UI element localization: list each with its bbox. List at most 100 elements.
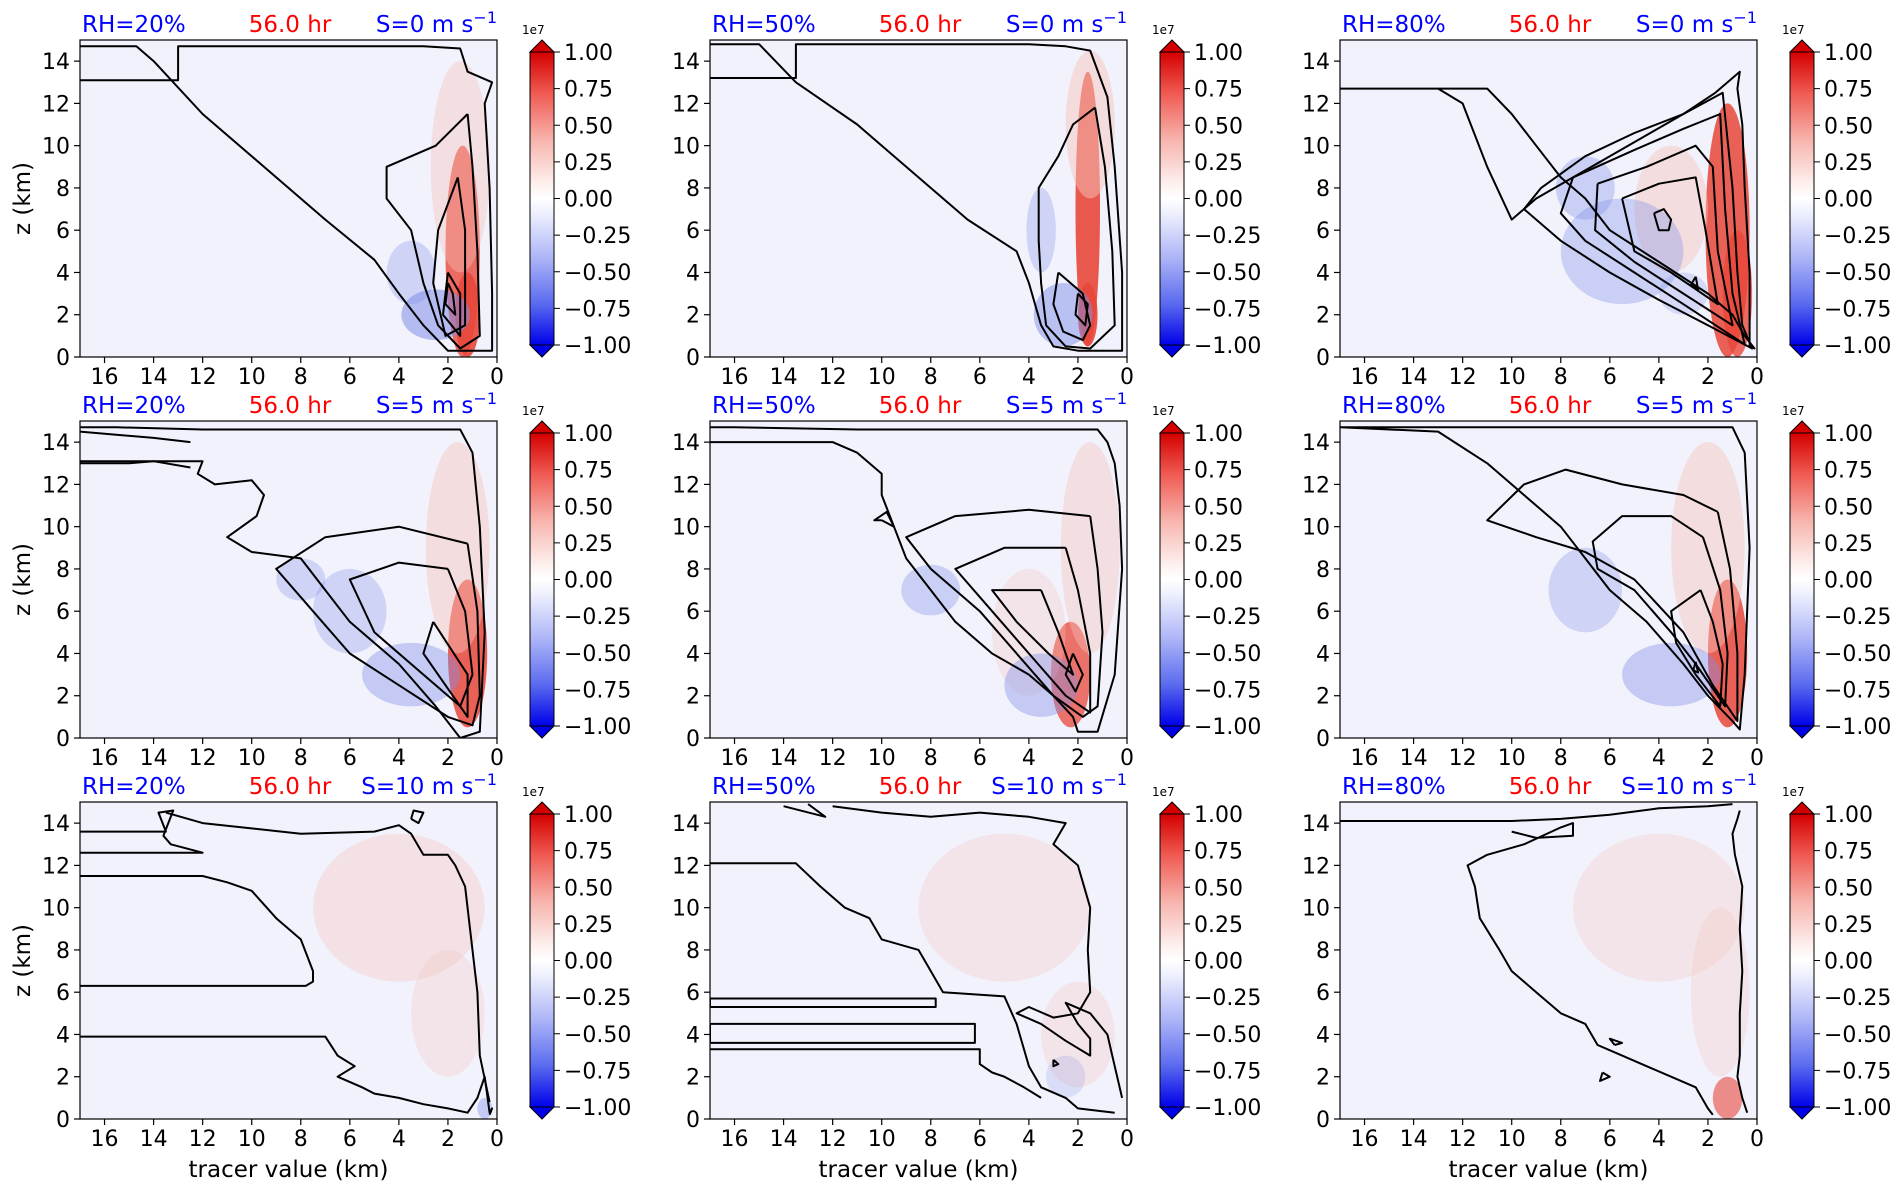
colorbar-tick-label: −0.50 (1824, 1023, 1891, 1048)
contour-layer (1340, 803, 1749, 1116)
colorbar: 1.00 0.75 0.50 0.25 0.00 −0.25 −0.50 −0.75 −1.00… (1152, 23, 1261, 359)
contour-line-1 (710, 997, 937, 1008)
rh-label: RH=20% (82, 774, 186, 800)
contour-layer (710, 803, 1124, 1114)
colorbar-exponent: 1e7 (1782, 404, 1805, 418)
colorbar-tick-label: −0.50 (564, 1023, 631, 1048)
panel-f: 16 14 12 10 8 6 4 2 0 0 2 4 6 8 10 12 14 RH=80% 56.0 hr S=5… (1302, 389, 1891, 771)
x-tick-label: 6 (973, 365, 987, 390)
x-tick-label: 8 (924, 1127, 938, 1152)
plot-background (80, 421, 497, 738)
y-tick-label: 14 (1302, 50, 1330, 75)
y-tick-label: 4 (1316, 1023, 1330, 1048)
contour-line-2 (710, 1022, 976, 1044)
contour-line-0 (710, 43, 1124, 352)
colorbar-exponent: 1e7 (522, 785, 545, 799)
contour-line-0 (710, 426, 1124, 733)
y-tick-label: 14 (1302, 431, 1330, 456)
y-tick-label: 8 (1316, 177, 1330, 202)
contour-line-4 (1621, 176, 1719, 306)
y-tick-label: 0 (1316, 727, 1330, 752)
shear-label-text: S=5 m s (1636, 393, 1734, 419)
time-label: 56.0 hr (879, 774, 962, 800)
y-tick-label: 10 (1302, 135, 1330, 160)
colorbar-tick-label: −0.25 (1194, 986, 1261, 1011)
contour-line-2 (905, 508, 1104, 718)
y-tick-label: 10 (42, 135, 70, 160)
colorbar-tick-label: −0.50 (564, 261, 631, 286)
panel-b: 16 14 12 10 8 6 4 2 0 0 2 4 6 8 10 12 14 RH=50% 56.0 hr S=0… (672, 8, 1261, 390)
colorbar-tick-label: −1.00 (1824, 1096, 1891, 1121)
shear-label-exponent: −1 (1103, 8, 1127, 27)
contour-layer (710, 43, 1124, 352)
panel-g: 16 14 12 10 8 6 4 2 0 0 2 4 6 8 10 12 14 z (km) tracer val… (10, 770, 631, 1183)
colorbar-tick-label: −0.25 (564, 224, 631, 249)
shading-layer (1573, 833, 1750, 1119)
shading-pink-2 (430, 61, 490, 273)
colorbar-extend-max (528, 39, 556, 53)
shear-label-exponent: −1 (1733, 8, 1757, 27)
contour-line-3 (275, 525, 481, 727)
colorbar-tick-label: 1.00 (564, 422, 613, 447)
x-tick-label: 10 (868, 746, 896, 771)
shear-label: S=5 m s−1 (376, 389, 497, 419)
colorbar-tick-label: 0.75 (1824, 459, 1873, 484)
colorbar-extend-min (1788, 1106, 1816, 1120)
y-tick-label: 8 (686, 558, 700, 583)
contour-line-2 (432, 177, 467, 337)
x-tick-label: 16 (721, 365, 749, 390)
y-tick-label: 8 (1316, 939, 1330, 964)
contour-line-5 (1064, 653, 1084, 693)
y-axis-label: z (km) (10, 162, 36, 235)
y-tick-label: 12 (1302, 854, 1330, 879)
shear-label: S=10 m s−1 (991, 770, 1127, 800)
colorbar-tick-label: 0.75 (564, 78, 613, 103)
x-tick-label: 8 (294, 1127, 308, 1152)
shear-label-exponent: −1 (1103, 389, 1127, 408)
x-tick-label: 2 (1071, 746, 1085, 771)
shading-layer (313, 833, 493, 1119)
shear-label: S=0 m s−1 (376, 8, 497, 38)
colorbar-tick-label: −0.75 (1194, 297, 1261, 322)
x-tick-label: 6 (1603, 746, 1617, 771)
y-tick-label: 2 (56, 685, 70, 710)
y-tick-label: 4 (1316, 261, 1330, 286)
colorbar-body (529, 813, 555, 1108)
rh-label: RH=50% (712, 774, 816, 800)
colorbar-tick-label: 1.00 (1194, 422, 1243, 447)
shading-blue-4 (1026, 187, 1056, 273)
colorbar-tick-label: 0.25 (1194, 913, 1243, 938)
x-tick-label: 6 (343, 746, 357, 771)
colorbar-tick-label: 0.75 (1194, 840, 1243, 865)
x-tick-label: 16 (721, 746, 749, 771)
contour-line-2 (1608, 1037, 1624, 1046)
colorbar-tick-label: −0.25 (1194, 224, 1261, 249)
x-axis-label: tracer value (km) (819, 1157, 1019, 1183)
y-tick-label: 8 (56, 177, 70, 202)
x-tick-label: 6 (1603, 365, 1617, 390)
time-label: 56.0 hr (1509, 12, 1592, 38)
contour-line-1 (80, 875, 314, 987)
colorbar-tick-label: −0.25 (1194, 605, 1261, 630)
colorbar-tick-label: −1.00 (1194, 715, 1261, 740)
x-tick-label: 16 (1351, 1127, 1379, 1152)
contour-layer (80, 426, 486, 738)
colorbar-extend-min (1158, 725, 1186, 739)
shear-label: S=10 m s−1 (361, 770, 497, 800)
colorbar-tick-label: −0.75 (564, 1059, 631, 1084)
x-tick-label: 4 (392, 365, 406, 390)
panel-a: 16 14 12 10 8 6 4 2 0 0 2 4 6 8 10 12 14 z (km) RH=20% 56.0… (10, 8, 631, 390)
contour-line-4 (444, 282, 457, 316)
shear-label: S=5 m s−1 (1006, 389, 1127, 419)
x-tick-label: 4 (1652, 1127, 1666, 1152)
colorbar-tick-label: 0.25 (1824, 913, 1873, 938)
axes-frame (1339, 420, 1758, 739)
shear-label-text: S=5 m s (1006, 393, 1104, 419)
colorbar-tick-label: −0.75 (1194, 1059, 1261, 1084)
colorbar: 1.00 0.75 0.50 0.25 0.00 −0.25 −0.50 −0.75 −1.00… (522, 404, 631, 740)
colorbar-tick-label: −0.75 (1824, 297, 1891, 322)
y-tick-label: 12 (672, 854, 700, 879)
y-tick-label: 2 (1316, 1066, 1330, 1091)
contour-line-4 (348, 561, 474, 708)
colorbar-tick-label: −1.00 (1194, 334, 1261, 359)
